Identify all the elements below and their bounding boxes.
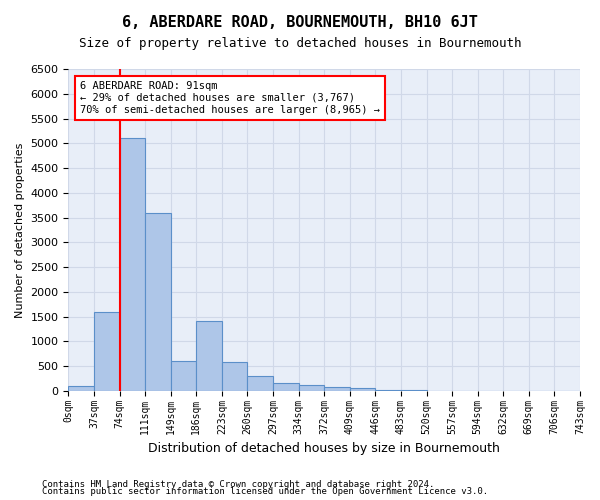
Text: 6, ABERDARE ROAD, BOURNEMOUTH, BH10 6JT: 6, ABERDARE ROAD, BOURNEMOUTH, BH10 6JT xyxy=(122,15,478,30)
Bar xyxy=(94,312,119,391)
Bar xyxy=(145,212,171,391)
Bar xyxy=(324,387,350,391)
Text: Size of property relative to detached houses in Bournemouth: Size of property relative to detached ho… xyxy=(79,38,521,51)
Bar xyxy=(222,362,247,391)
Bar xyxy=(171,361,196,391)
Bar xyxy=(350,388,376,391)
Bar xyxy=(247,376,273,391)
X-axis label: Distribution of detached houses by size in Bournemouth: Distribution of detached houses by size … xyxy=(148,442,500,455)
Y-axis label: Number of detached properties: Number of detached properties xyxy=(15,142,25,318)
Bar xyxy=(299,386,324,391)
Text: Contains public sector information licensed under the Open Government Licence v3: Contains public sector information licen… xyxy=(42,487,488,496)
Bar xyxy=(196,322,222,391)
Text: 6 ABERDARE ROAD: 91sqm
← 29% of detached houses are smaller (3,767)
70% of semi-: 6 ABERDARE ROAD: 91sqm ← 29% of detached… xyxy=(80,82,380,114)
Text: Contains HM Land Registry data © Crown copyright and database right 2024.: Contains HM Land Registry data © Crown c… xyxy=(42,480,434,489)
Bar xyxy=(119,138,145,391)
Bar xyxy=(68,386,94,391)
Bar xyxy=(273,384,299,391)
Bar xyxy=(376,390,401,391)
